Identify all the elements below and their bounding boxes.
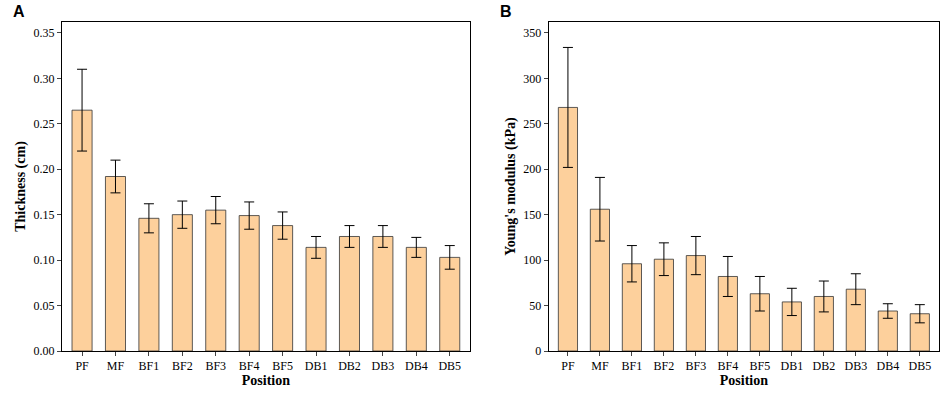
svg-text:B: B bbox=[500, 3, 512, 20]
svg-text:0.00: 0.00 bbox=[34, 344, 55, 358]
svg-text:0.05: 0.05 bbox=[34, 299, 55, 313]
svg-text:DB1: DB1 bbox=[781, 359, 804, 373]
svg-text:BF3: BF3 bbox=[205, 359, 226, 373]
svg-text:0.15: 0.15 bbox=[34, 208, 55, 222]
svg-text:PF: PF bbox=[75, 359, 89, 373]
svg-text:BF1: BF1 bbox=[622, 359, 643, 373]
svg-text:BF2: BF2 bbox=[172, 359, 193, 373]
svg-text:MF: MF bbox=[591, 359, 609, 373]
svg-text:Young's modulus (kPa): Young's modulus (kPa) bbox=[503, 117, 519, 256]
svg-text:250: 250 bbox=[523, 117, 541, 131]
svg-text:300: 300 bbox=[523, 72, 541, 86]
svg-text:Position: Position bbox=[242, 373, 290, 388]
svg-text:DB2: DB2 bbox=[812, 359, 835, 373]
svg-text:BF5: BF5 bbox=[750, 359, 771, 373]
svg-text:0.25: 0.25 bbox=[34, 117, 55, 131]
svg-text:BF3: BF3 bbox=[686, 359, 707, 373]
svg-text:A: A bbox=[13, 3, 25, 20]
svg-text:DB3: DB3 bbox=[372, 359, 395, 373]
svg-text:0.30: 0.30 bbox=[34, 72, 55, 86]
svg-text:PF: PF bbox=[561, 359, 575, 373]
svg-text:DB5: DB5 bbox=[438, 359, 461, 373]
svg-text:DB2: DB2 bbox=[338, 359, 361, 373]
svg-text:BF4: BF4 bbox=[239, 359, 260, 373]
svg-text:DB1: DB1 bbox=[305, 359, 328, 373]
svg-text:0.10: 0.10 bbox=[34, 253, 55, 267]
svg-text:BF1: BF1 bbox=[139, 359, 160, 373]
svg-text:0: 0 bbox=[535, 344, 541, 358]
svg-text:Position: Position bbox=[720, 373, 768, 388]
svg-text:350: 350 bbox=[523, 26, 541, 40]
svg-text:BF5: BF5 bbox=[272, 359, 293, 373]
svg-text:100: 100 bbox=[523, 253, 541, 267]
svg-text:50: 50 bbox=[529, 299, 541, 313]
svg-text:Thickness (cm): Thickness (cm) bbox=[13, 141, 29, 232]
svg-text:200: 200 bbox=[523, 162, 541, 176]
svg-text:DB4: DB4 bbox=[405, 359, 428, 373]
svg-text:MF: MF bbox=[107, 359, 125, 373]
svg-text:BF4: BF4 bbox=[718, 359, 739, 373]
svg-text:0.20: 0.20 bbox=[34, 162, 55, 176]
svg-text:150: 150 bbox=[523, 208, 541, 222]
svg-text:DB4: DB4 bbox=[876, 359, 899, 373]
svg-text:0.35: 0.35 bbox=[34, 26, 55, 40]
svg-text:DB5: DB5 bbox=[908, 359, 931, 373]
svg-text:DB3: DB3 bbox=[844, 359, 867, 373]
svg-text:BF2: BF2 bbox=[654, 359, 675, 373]
